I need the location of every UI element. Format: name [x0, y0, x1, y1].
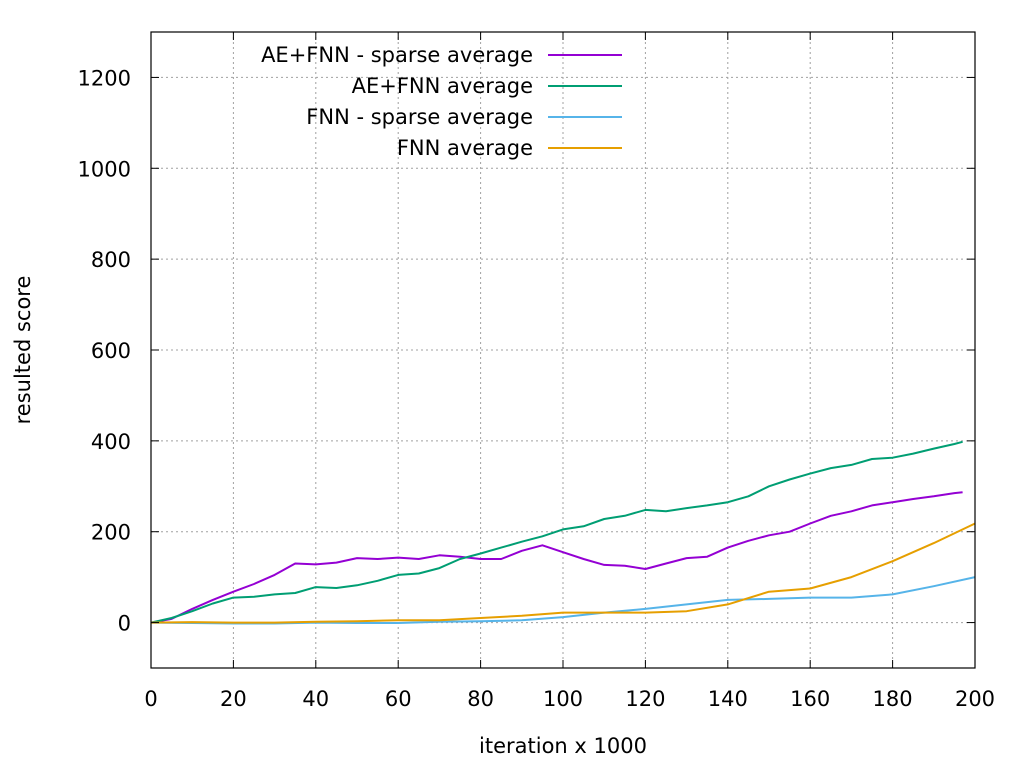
series-line: [150, 440, 963, 624]
x-tick-label: 200: [955, 687, 995, 711]
y-tick-label: 800: [91, 248, 131, 272]
y-tick-label: 400: [91, 430, 131, 454]
legend: AE+FNN - sparse average AE+FNN average FNN…: [261, 43, 622, 160]
legend-label: AE+FNN - sparse average: [261, 43, 533, 67]
legend-label: AE+FNN average: [352, 74, 533, 98]
y-tick-label: 0: [118, 612, 131, 636]
x-tick-label: 80: [467, 687, 494, 711]
y-tick-label: 1200: [78, 66, 131, 90]
x-tick-label: 60: [385, 687, 412, 711]
y-tick-label: 1000: [78, 157, 131, 181]
grid-lines: [151, 32, 975, 668]
legend-label: FNN average: [397, 136, 533, 160]
legend-label: FNN - sparse average: [306, 105, 533, 129]
series-line: [150, 576, 976, 625]
x-tick-label: 100: [543, 687, 583, 711]
x-tick-label: 0: [144, 687, 157, 711]
y-tick-label: 600: [91, 339, 131, 363]
x-axis-label: iteration x 1000: [479, 734, 647, 758]
x-tick-label: 20: [220, 687, 247, 711]
series-line: [150, 491, 963, 624]
series-lines: [150, 440, 976, 625]
x-tick-label: 140: [708, 687, 748, 711]
y-tick-label: 200: [91, 521, 131, 545]
x-tick-label: 180: [873, 687, 913, 711]
axis-ticks: 0 20 40 60 80 100 120 140 160 180 200 0 200 400 600 800…: [78, 32, 995, 711]
x-tick-label: 160: [790, 687, 830, 711]
x-tick-label: 120: [625, 687, 665, 711]
x-tick-label: 40: [302, 687, 329, 711]
y-axis-label: resulted score: [11, 276, 35, 425]
series-line: [150, 522, 976, 624]
